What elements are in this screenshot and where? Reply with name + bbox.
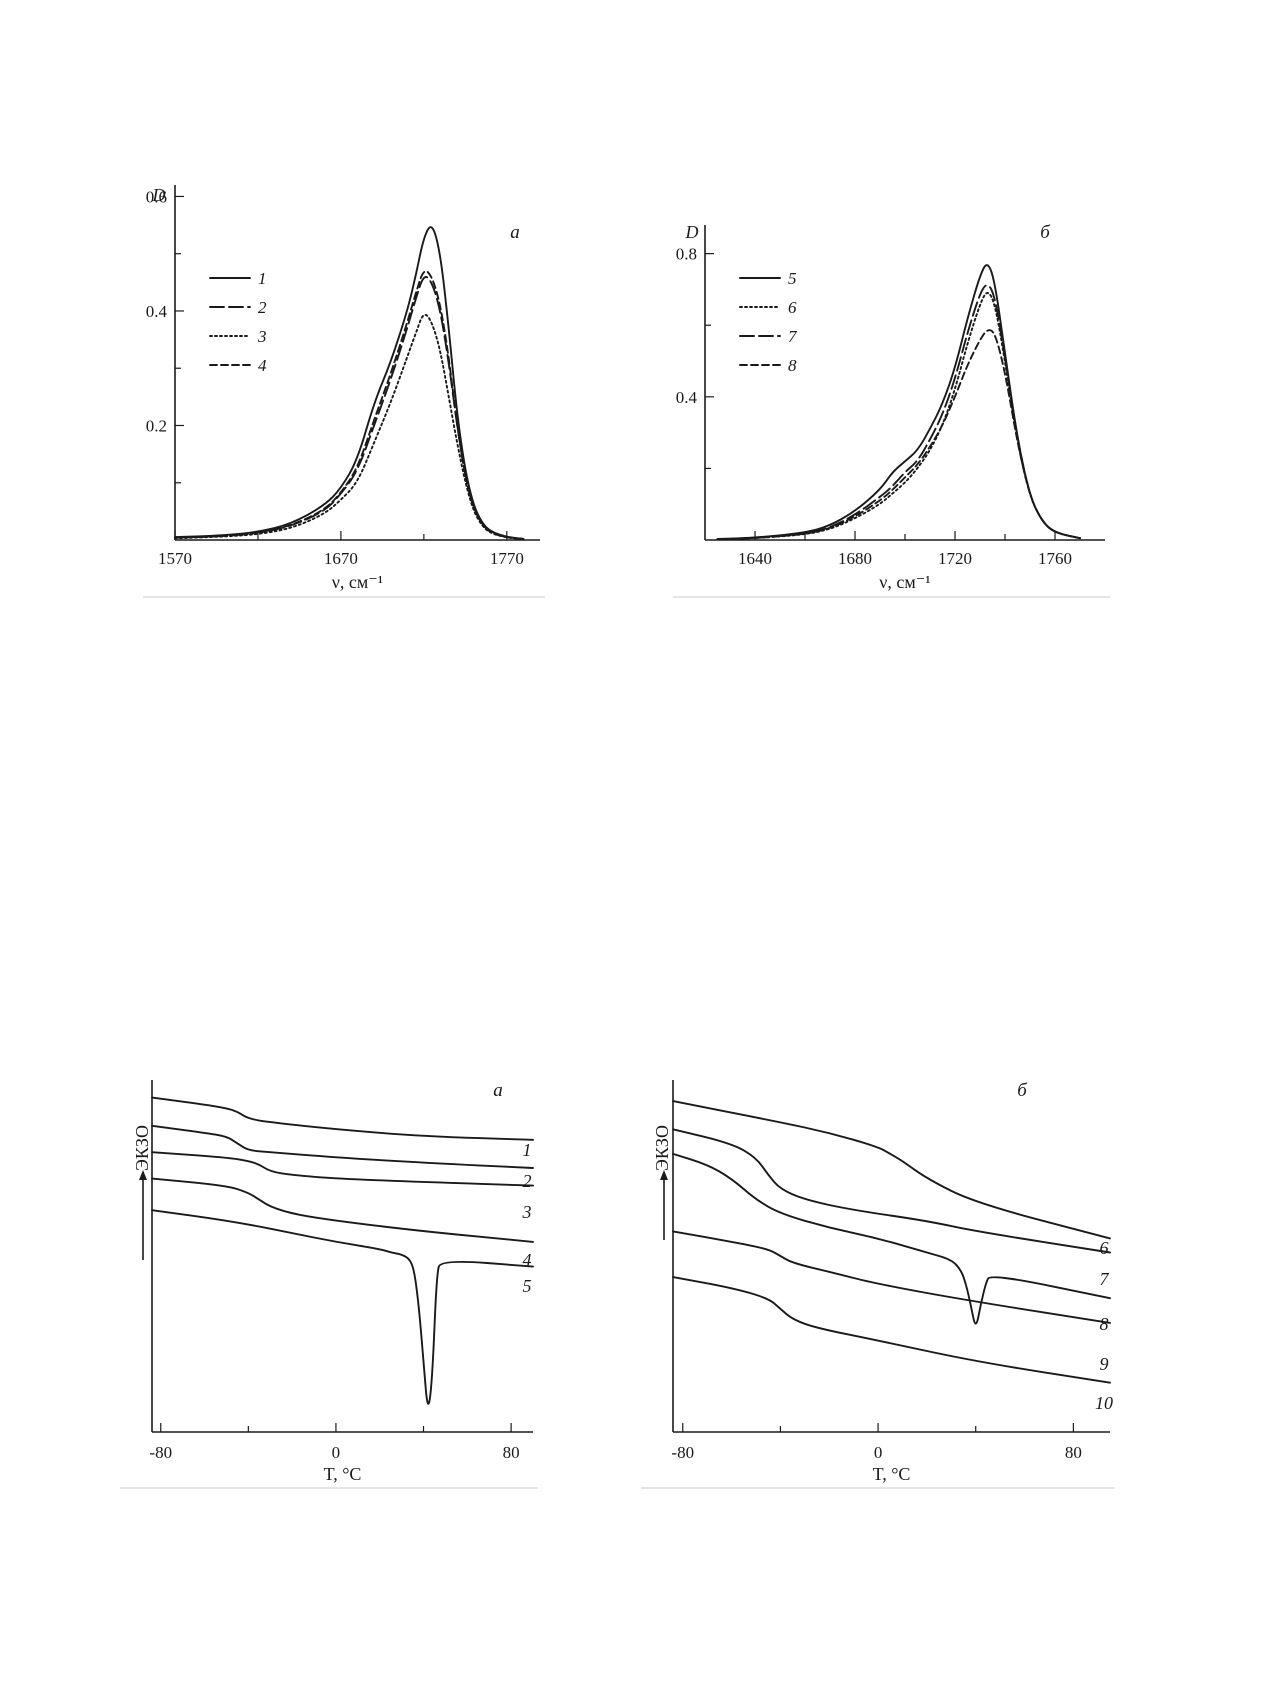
legend-label: 6 xyxy=(788,298,797,317)
x-tick-label: 1680 xyxy=(838,549,872,568)
y-tick-label: 0.8 xyxy=(676,245,697,264)
x-tick-label: 80 xyxy=(1065,1443,1082,1462)
curve-label: 8 xyxy=(1100,1314,1109,1334)
curve-label: 1 xyxy=(523,1140,532,1160)
x-tick-label: 1670 xyxy=(324,549,358,568)
series-line-2 xyxy=(151,1124,534,1169)
x-tick-label: 1720 xyxy=(938,549,972,568)
curve-label: 10 xyxy=(1095,1393,1113,1413)
series-line-7 xyxy=(716,284,1081,541)
series-line-5 xyxy=(151,1209,534,1405)
y-tick-label: 0.2 xyxy=(146,416,167,435)
x-axis-label: ν, см⁻¹ xyxy=(879,572,930,592)
series-line-9 xyxy=(672,1230,1111,1324)
y-axis-label: ЭКЗО xyxy=(652,1125,672,1171)
chart-ir_b: 1640 1680 1720 1760 0.4 0.8 ν, см⁻¹ D б 5 6 7 8 xyxy=(673,222,1110,598)
series-line-6 xyxy=(716,292,1081,541)
series-line-4 xyxy=(174,270,525,540)
chart-dsc_b: -80 0 80 T, °C ЭКЗО б 6 7 8 9 10 xyxy=(641,1080,1115,1489)
series-line-3 xyxy=(151,1151,534,1187)
y-tick-label: 0.4 xyxy=(146,302,168,321)
curve-label: 2 xyxy=(523,1171,532,1191)
x-axis-label: T, °C xyxy=(873,1464,911,1484)
series-line-10 xyxy=(672,1276,1111,1384)
legend-label: 7 xyxy=(788,327,798,346)
y-tick-label: 0.4 xyxy=(676,388,698,407)
panel-label: б xyxy=(1040,222,1051,243)
x-tick-label: -80 xyxy=(149,1443,172,1462)
series-line-4 xyxy=(151,1177,534,1243)
curve-label: 5 xyxy=(523,1276,532,1296)
exo-arrow-head xyxy=(660,1170,668,1180)
x-axis-label: ν, см⁻¹ xyxy=(332,572,383,592)
curve-label: 9 xyxy=(1100,1354,1109,1374)
panel-label: а xyxy=(493,1080,503,1101)
panel-label: б xyxy=(1017,1080,1028,1101)
chart-dsc_a: -80 0 80 T, °C ЭКЗО а 1 2 3 4 5 xyxy=(120,1080,538,1489)
exo-arrow-head xyxy=(139,1170,147,1180)
series-line-7 xyxy=(672,1128,1111,1254)
x-tick-label: 1640 xyxy=(738,549,772,568)
y-axis-label: D xyxy=(685,222,699,242)
series-line-3 xyxy=(174,313,525,540)
curve-label: 6 xyxy=(1100,1238,1109,1258)
x-tick-label: 1570 xyxy=(158,549,192,568)
legend-label: 2 xyxy=(258,298,267,317)
series-line-6 xyxy=(672,1100,1111,1240)
x-tick-label: -80 xyxy=(671,1443,694,1462)
legend-label: 3 xyxy=(257,327,267,346)
y-axis-label: ЭКЗО xyxy=(132,1125,152,1171)
legend-label: 5 xyxy=(788,269,797,288)
legend-label: 1 xyxy=(258,269,267,288)
legend-label: 4 xyxy=(258,356,267,375)
series-line-8 xyxy=(672,1152,1111,1325)
x-tick-label: 80 xyxy=(503,1443,520,1462)
x-tick-label: 0 xyxy=(332,1443,341,1462)
x-axis-label: T, °C xyxy=(324,1464,362,1484)
series-line-8 xyxy=(716,329,1081,541)
x-tick-label: 1760 xyxy=(1038,549,1072,568)
y-axis-label: D xyxy=(152,185,166,205)
x-tick-label: 1770 xyxy=(490,549,524,568)
series-line-1 xyxy=(174,226,525,540)
series-line-1 xyxy=(151,1096,534,1141)
legend-label: 8 xyxy=(788,356,797,375)
chart-ir_a: 1570 1670 1770 0.2 0.4 0.6 ν, см⁻¹ Dа 1 2 3 4 xyxy=(143,185,545,598)
y-tick-label: 0.6 xyxy=(146,187,167,206)
curve-label: 4 xyxy=(523,1250,532,1270)
panel-label: а xyxy=(510,222,520,243)
x-tick-label: 0 xyxy=(874,1443,883,1462)
curve-label: 7 xyxy=(1100,1269,1110,1289)
curve-label: 3 xyxy=(522,1202,532,1222)
